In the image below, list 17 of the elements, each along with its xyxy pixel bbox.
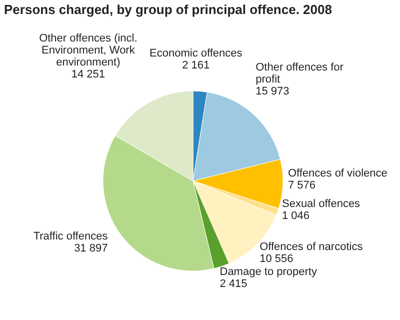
data-label: 14 251 (71, 68, 106, 80)
data-label: 2 161 (182, 59, 210, 72)
data-label: 2 415 (220, 278, 248, 290)
slice-label: Offences of violence (288, 167, 388, 180)
slice-label: Other offences (incl. Environment, Work environment) (39, 32, 138, 68)
chart-title: Persons charged, by group of principal offence. 2008 (4, 2, 332, 17)
slice-label: Other offences for profit (256, 61, 344, 86)
data-label: 7 576 (288, 179, 316, 192)
data-label: 15 973 (256, 85, 290, 98)
slice-label: Traffic offences (33, 230, 108, 243)
slice-label: Damage to property (220, 266, 318, 278)
data-label: 10 556 (260, 252, 294, 265)
slice-label: Economic offences (150, 47, 243, 60)
slice-label: Sexual offences (282, 198, 361, 210)
data-label: 1 046 (282, 210, 310, 222)
data-label: 31 897 (74, 242, 108, 255)
slice-label: Offences of narcotics (260, 240, 364, 253)
